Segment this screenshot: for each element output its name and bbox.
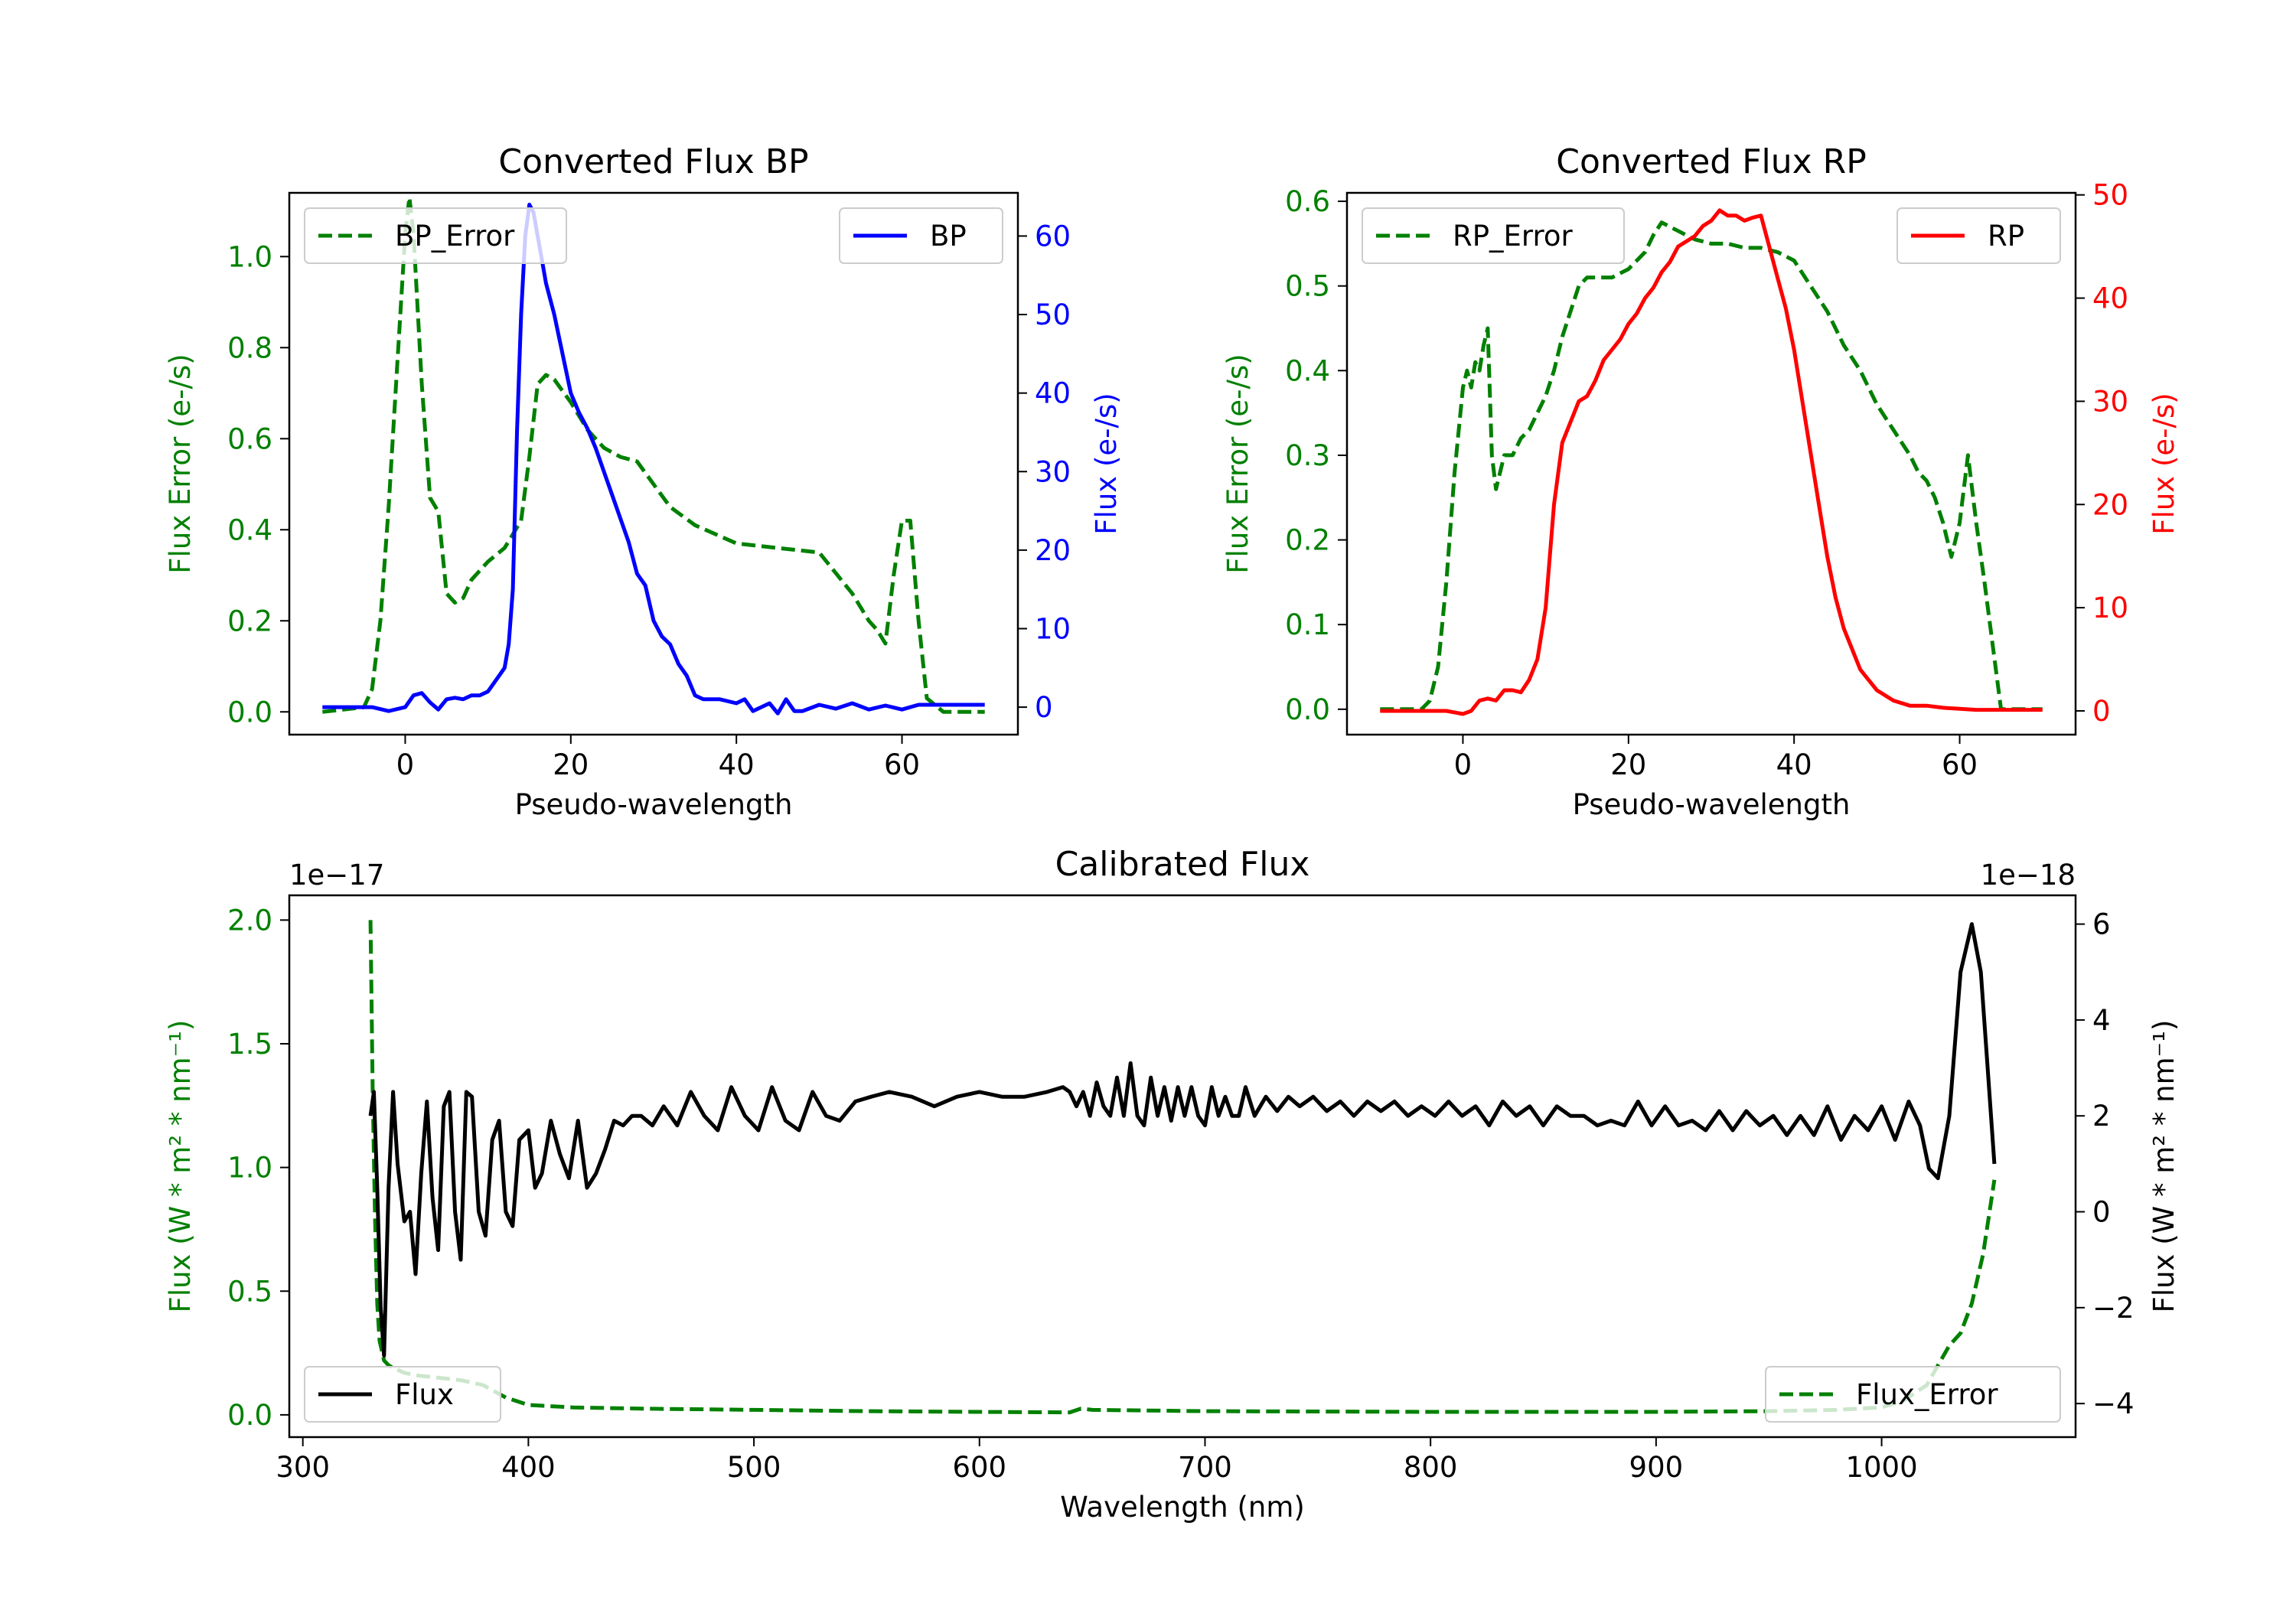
cal-axes-frame	[288, 894, 2077, 1439]
cal-y-left-tick-label: 2.0	[227, 904, 272, 937]
bp-y-right-tick-label: 40	[1035, 377, 1071, 410]
legend-label: Flux	[395, 1378, 454, 1411]
cal-series-flux	[368, 922, 1997, 1358]
rp-y-left-tick-label: 0.6	[1285, 185, 1330, 218]
cal-x-tick-label: 600	[952, 1451, 1006, 1484]
bp-y-left-tick-label: 0.8	[227, 331, 272, 364]
rp-y-right-tick-label: 30	[2092, 385, 2128, 418]
bp-y-right-tick-label: 10	[1035, 612, 1071, 645]
cal-legend-flux-error: Flux_Error	[1765, 1366, 2061, 1423]
bp-axes-frame	[288, 191, 1019, 736]
rp-legend-rp: RP	[1896, 207, 2061, 264]
bp-legend-bp-error: BP_Error	[304, 207, 567, 264]
rp-y-right-tick-label: 40	[2092, 282, 2128, 315]
cal-y-right-tick-label: 2	[2092, 1100, 2111, 1133]
rp-y-left-tick-label: 0.3	[1285, 439, 1330, 472]
bp-series-bp-error	[322, 195, 985, 714]
cal-legend-flux: Flux	[304, 1366, 501, 1423]
cal-y-left-tick-label: 1.0	[227, 1152, 272, 1185]
bp-y-right-tick-label: 20	[1035, 534, 1071, 567]
cal-x-tick-label: 900	[1629, 1451, 1684, 1484]
bp-y-right-tick-label: 60	[1035, 220, 1071, 253]
bp-y-right-tick-label: 50	[1035, 298, 1071, 331]
legend-label: RP_Error	[1453, 220, 1573, 253]
legend-label: RP	[1988, 220, 2024, 253]
cal-x-tick-label: 800	[1404, 1451, 1458, 1484]
rp-y-left-label: Flux Error (e-/s)	[1221, 354, 1254, 573]
cal-y-right-tick-label: 6	[2092, 908, 2111, 941]
cal-y-right-tick-label: 4	[2092, 1004, 2111, 1037]
cal-y-right-label: Flux (W * m² * nm⁻¹)	[2148, 1020, 2180, 1313]
cal-y-left-label: Flux (W * m² * nm⁻¹)	[164, 1020, 197, 1313]
bp-y-right-tick-label: 0	[1035, 691, 1053, 724]
rp-chart: 0 20 40 60 0.0 0.1 0.2 0.3 0.4 0.5 0.6 0 10 20 30 40 50 C…	[1221, 142, 2180, 821]
bp-y-left-tick-label: 0.0	[227, 696, 272, 729]
rp-series-rp	[1380, 208, 2043, 716]
bp-x-tick-label: 0	[396, 748, 415, 781]
cal-y-right-tick-label: −4	[2092, 1387, 2135, 1420]
rp-axes-frame	[1345, 191, 2077, 736]
bp-y-left-label: Flux Error (e-/s)	[164, 354, 197, 573]
cal-y-right-tick-label: −2	[2092, 1292, 2135, 1325]
cal-x-label: Wavelength (nm)	[1060, 1491, 1305, 1524]
rp-y-right-tick-label: 10	[2092, 592, 2128, 624]
bp-y-right-label: Flux (e-/s)	[1090, 393, 1123, 534]
cal-chart: 300 400 500 600 700 800 900 1000 0.0 0.5 1.0 1.5 2.0…	[164, 845, 2180, 1524]
cal-x-tick-label: 300	[276, 1451, 330, 1484]
bp-series-bp	[322, 202, 985, 715]
rp-y-right-tick-label: 20	[2092, 488, 2128, 521]
rp-legend-rp-error: RP_Error	[1362, 207, 1625, 264]
cal-series-flux-error	[368, 920, 1997, 1415]
legend-label: BP_Error	[395, 220, 515, 253]
bp-y-left-tick-label: 0.4	[227, 513, 272, 546]
bp-chart: 0 20 40 60 0.0 0.2 0.4 0.6 0.8 1.0 0 10 20 30 40 50 60 Co…	[164, 142, 1123, 821]
rp-x-label: Pseudo-wavelength	[1573, 788, 1851, 821]
rp-y-right-tick-label: 50	[2092, 179, 2128, 212]
cal-title: Calibrated Flux	[1055, 845, 1310, 884]
rp-y-right-label: Flux (e-/s)	[2148, 393, 2180, 534]
bp-y-left-tick-label: 1.0	[227, 240, 272, 273]
rp-series-rp-error	[1380, 220, 2043, 712]
cal-x-tick-label: 500	[727, 1451, 781, 1484]
cal-y-left-tick-label: 0.5	[227, 1275, 272, 1308]
bp-y-right-tick-label: 30	[1035, 455, 1071, 488]
legend-label: BP	[930, 220, 967, 253]
cal-y-right-tick-label: 0	[2092, 1196, 2111, 1229]
bp-y-left-tick-label: 0.2	[227, 605, 272, 637]
bp-x-tick-label: 60	[884, 748, 920, 781]
cal-x-tick-label: 400	[501, 1451, 556, 1484]
rp-y-left-tick-label: 0.5	[1285, 270, 1330, 303]
bp-x-tick-label: 20	[553, 748, 589, 781]
rp-x-tick-label: 0	[1454, 748, 1473, 781]
bp-legend-bp: BP	[839, 207, 1003, 264]
cal-y-left-tick-label: 1.5	[227, 1028, 272, 1061]
cal-x-tick-label: 1000	[1845, 1451, 1917, 1484]
bp-title: Converted Flux BP	[498, 142, 808, 181]
rp-x-tick-label: 20	[1610, 748, 1646, 781]
rp-y-right-tick-label: 0	[2092, 695, 2111, 728]
cal-y-left-tick-label: 0.0	[227, 1399, 272, 1432]
rp-x-tick-label: 60	[1942, 748, 1978, 781]
legend-label: Flux_Error	[1856, 1378, 1998, 1411]
rp-y-left-tick-label: 0.4	[1285, 354, 1330, 387]
rp-y-left-tick-label: 0.2	[1285, 524, 1330, 557]
cal-x-tick-label: 700	[1178, 1451, 1232, 1484]
cal-offset-right: 1e−18	[1981, 859, 2076, 892]
rp-title: Converted Flux RP	[1556, 142, 1867, 181]
rp-x-tick-label: 40	[1776, 748, 1812, 781]
bp-x-label: Pseudo-wavelength	[515, 788, 793, 821]
bp-x-tick-label: 40	[719, 748, 755, 781]
cal-offset-left: 1e−17	[289, 859, 384, 892]
rp-y-left-tick-label: 0.0	[1285, 693, 1330, 726]
bp-y-left-tick-label: 0.6	[227, 422, 272, 455]
rp-y-left-tick-label: 0.1	[1285, 608, 1330, 641]
